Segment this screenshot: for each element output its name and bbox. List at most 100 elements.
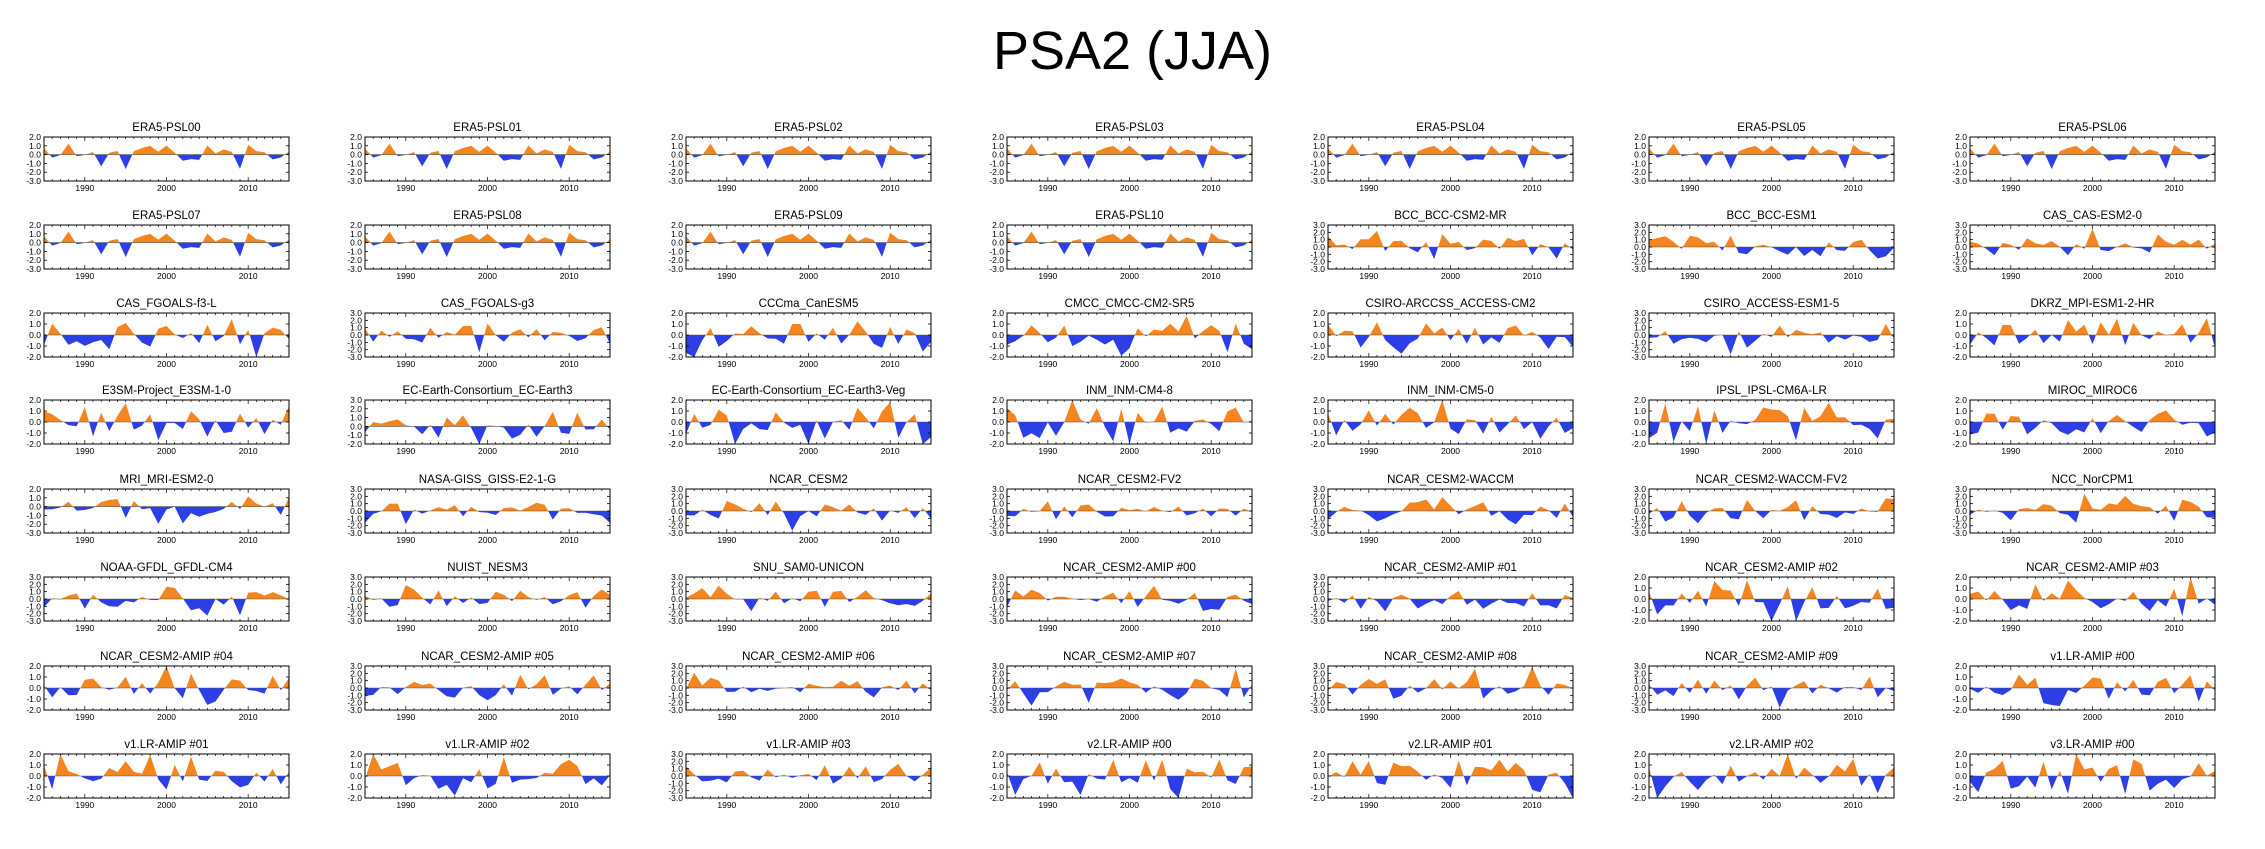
x-tick-label: 2000 [2083, 271, 2102, 281]
y-tick-label: 1.0 [1634, 235, 1646, 245]
panel: NOAA-GFDL_GFDL-CM4 3.02.01.00.0-1.0-2.0-3… [26, 562, 290, 633]
y-tick-label: -2.0 [1631, 257, 1646, 267]
negative-anomaly-fill [370, 154, 606, 169]
positive-anomaly-fill [1024, 315, 1241, 335]
negative-anomaly-fill [1985, 599, 2215, 617]
panel: NUIST_NESM3 3.02.01.00.0-1.0-2.0-3.0 1990 2… [347, 562, 611, 633]
panel-title: v1.LR-AMIP #00 [2050, 651, 2134, 663]
panel: CSIRO-ARCCSS_ACCESS-CM2 2.01.00.0-1.0-2.0… [1310, 298, 1574, 369]
x-tick-label: 2000 [157, 712, 176, 722]
y-tick-label: 1.0 [1313, 676, 1325, 686]
x-tick-label: 1990 [75, 712, 94, 722]
x-tick-label: 1990 [717, 359, 736, 369]
y-tick-label: -2.0 [1310, 167, 1325, 177]
y-tick-label: -1.0 [347, 337, 362, 347]
positive-anomaly-fill [690, 402, 917, 422]
plot-frame [1327, 136, 1574, 182]
y-tick-label: 0.0 [1313, 150, 1325, 160]
positive-anomaly-fill [1970, 143, 2215, 155]
x-tick-label: 2010 [1202, 800, 1221, 810]
negative-anomaly-fill [1654, 154, 1890, 169]
y-tick-label: -1.0 [668, 513, 683, 523]
y-tick-label: -2.0 [26, 793, 41, 803]
y-tick-label: 2.0 [992, 395, 1004, 405]
positive-anomaly-fill [686, 764, 931, 776]
y-tick-label: 2.0 [29, 395, 41, 405]
y-tick-label: 2.0 [1955, 661, 1967, 671]
y-tick-label: 0.0 [1313, 594, 1325, 604]
y-tick-label: 2.0 [1313, 227, 1325, 237]
x-tick-label: 2010 [1202, 623, 1221, 633]
y-tick-label: -2.0 [1952, 257, 1967, 267]
panel-title: INM_INM-CM5-0 [1407, 385, 1494, 397]
positive-anomaly-fill [1976, 493, 2202, 511]
y-tick-label: -1.0 [1631, 428, 1646, 438]
positive-anomaly-fill [1333, 591, 1573, 599]
x-tick-label: 2010 [560, 800, 579, 810]
y-tick-label: 0.0 [992, 506, 1004, 516]
y-tick-label: 1.0 [350, 413, 362, 423]
y-tick-label: -2.0 [1631, 439, 1646, 449]
x-tick-label: 2010 [560, 623, 579, 633]
y-tick-label: -2.0 [26, 255, 41, 265]
panel-title: NCAR_CESM2-WACCM [1387, 474, 1514, 486]
x-tick-label: 2000 [1120, 359, 1139, 369]
y-tick-label: 1.0 [671, 764, 683, 774]
panel: NCAR_CESM2-AMIP #01 3.02.01.00.0-1.0-2.0-… [1310, 562, 1574, 633]
x-tick-label: 1990 [396, 359, 415, 369]
panel-title: ERA5-PSL00 [132, 122, 200, 134]
y-tick-label: -2.0 [668, 352, 683, 362]
y-tick-label: -2.0 [668, 698, 683, 708]
x-tick-label: 2010 [239, 800, 258, 810]
x-tick-label: 2000 [1762, 712, 1781, 722]
y-tick-label: 1.0 [1634, 583, 1646, 593]
y-tick-label: -2.0 [668, 167, 683, 177]
x-tick-label: 2010 [1202, 712, 1221, 722]
x-tick-label: 2000 [478, 271, 497, 281]
panel: ERA5-PSL00 2.01.00.0-1.0-2.0-3.0 1990 2000 2… [26, 122, 290, 193]
negative-anomaly-fill [1328, 688, 1573, 699]
x-tick-label: 1990 [2001, 712, 2020, 722]
y-tick-label: -3.0 [668, 793, 683, 803]
y-tick-label: -3.0 [347, 264, 362, 274]
y-tick-label: 1.0 [671, 319, 683, 329]
y-tick-label: 1.0 [992, 676, 1004, 686]
y-tick-label: 1.0 [1634, 406, 1646, 416]
y-tick-label: -1.0 [1952, 158, 1967, 168]
y-tick-label: -2.0 [347, 793, 362, 803]
x-tick-label: 2000 [2083, 183, 2102, 193]
panel: NCAR_CESM2-AMIP #07 3.02.01.00.0-1.0-2.0-… [989, 651, 1253, 722]
y-tick-label: 1.0 [1634, 760, 1646, 770]
positive-anomaly-fill [1649, 676, 1874, 688]
x-tick-label: 2010 [2165, 800, 2184, 810]
panel: NCAR_CESM2-AMIP #09 3.02.01.00.0-1.0-2.0-… [1631, 651, 1895, 722]
x-tick-label: 2010 [1202, 446, 1221, 456]
x-tick-label: 2010 [881, 623, 900, 633]
x-tick-label: 2000 [799, 535, 818, 545]
panel: INM_INM-CM5-0 2.01.00.0-1.0-2.0 1990 2000 20… [1310, 385, 1574, 456]
negative-anomaly-fill [1008, 776, 1240, 798]
y-tick-label: 0.0 [1634, 594, 1646, 604]
y-tick-label: 1.0 [1313, 499, 1325, 509]
panel-title: ERA5-PSL10 [1095, 210, 1163, 222]
y-tick-label: 1.0 [1313, 319, 1325, 329]
x-tick-label: 1990 [1359, 359, 1378, 369]
y-tick-label: -1.0 [1310, 249, 1325, 259]
y-tick-label: -2.0 [1631, 167, 1646, 177]
y-tick-label: -2.0 [347, 439, 362, 449]
x-tick-label: 2010 [2165, 271, 2184, 281]
negative-anomaly-fill [1983, 247, 2210, 256]
x-tick-label: 2000 [2083, 712, 2102, 722]
y-tick-label: 2.0 [350, 491, 362, 501]
y-tick-label: -1.0 [989, 601, 1004, 611]
positive-anomaly-fill [1660, 402, 1894, 422]
y-tick-label: -3.0 [1631, 705, 1646, 715]
panel-title: NASA-GISS_GISS-E2-1-G [419, 474, 556, 486]
panel: ERA5-PSL03 2.01.00.0-1.0-2.0-3.0 1990 2000 2… [989, 122, 1253, 193]
panel: ERA5-PSL02 2.01.00.0-1.0-2.0-3.0 1990 2000 2… [668, 122, 932, 193]
y-tick-label: 1.0 [1955, 672, 1967, 682]
y-tick-label: 0.0 [1634, 771, 1646, 781]
y-tick-label: 3.0 [350, 484, 362, 494]
negative-anomaly-fill [686, 335, 931, 357]
panel: NCAR_CESM2-AMIP #00 3.02.01.00.0-1.0-2.0-… [989, 562, 1253, 633]
